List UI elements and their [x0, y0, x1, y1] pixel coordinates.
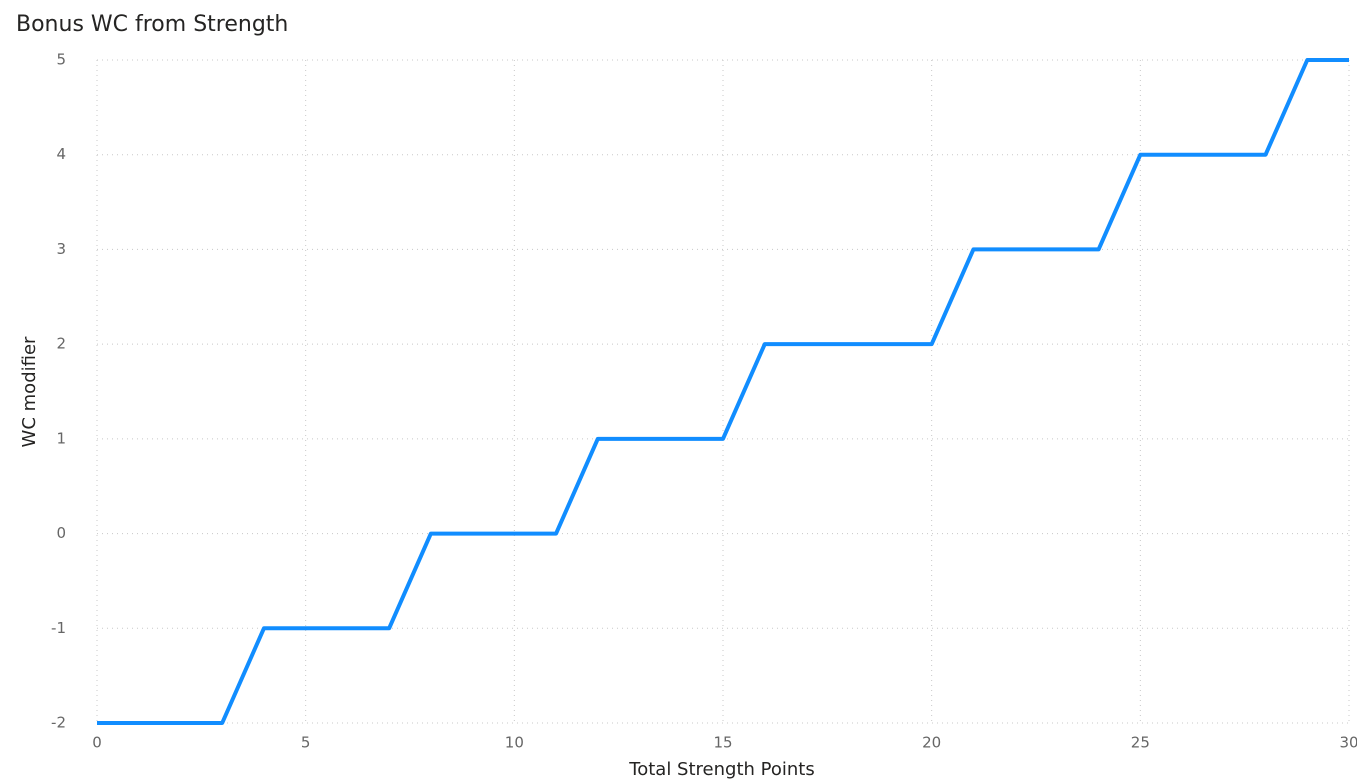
chart-title: Bonus WC from Strength: [16, 12, 288, 37]
line: [97, 58, 1349, 725]
y-tick-label: 0: [56, 524, 66, 542]
x-tick-label: 20: [922, 734, 941, 752]
x-tick-label: 10: [505, 734, 524, 752]
y-tick-label: 4: [56, 145, 66, 163]
x-tick-label: 30: [1339, 734, 1357, 752]
y-tick-label: -2: [51, 714, 66, 732]
x-tick-label: 15: [713, 734, 732, 752]
y-tick-label: 5: [56, 51, 66, 69]
y-tick-label: 3: [56, 240, 66, 258]
x-tick-label: 5: [301, 734, 311, 752]
y-tick-label: 2: [56, 335, 66, 353]
y-axis-label: WC modifier: [19, 336, 40, 447]
y-tick-label: 1: [56, 429, 66, 447]
x-tick-label: 0: [92, 734, 102, 752]
x-tick-label: 25: [1131, 734, 1150, 752]
y-tick-label: -1: [51, 619, 66, 637]
x-axis-label: Total Strength Points: [628, 759, 814, 780]
